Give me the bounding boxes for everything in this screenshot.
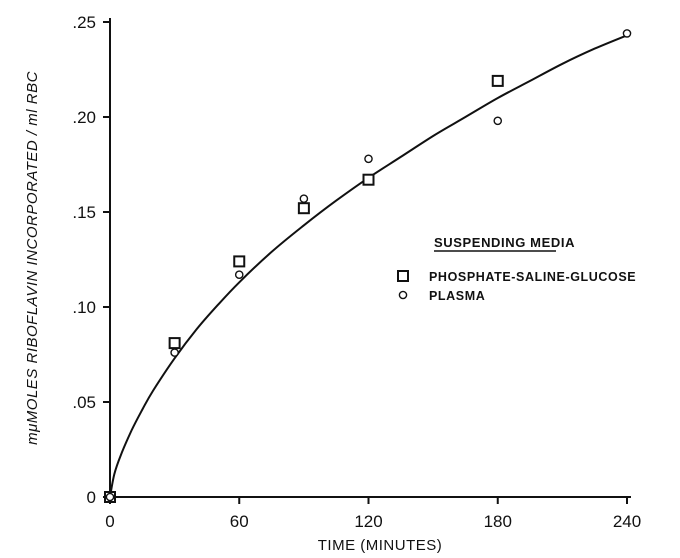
data-points: [104, 29, 632, 503]
x-tick-label: 120: [354, 512, 382, 531]
tick-marks: [103, 21, 628, 504]
x-tick-label: 180: [484, 512, 512, 531]
data-point-circle: [493, 116, 503, 126]
fit-curve: [109, 34, 628, 498]
y-tick-label: .15: [72, 203, 96, 222]
data-point-circle: [299, 194, 309, 203]
legend-label-phosphate: PHOSPHATE-SALINE-GLUCOSE: [429, 270, 636, 284]
legend: SUSPENDING MEDIA PHOSPHATE-SALINE-GLUCOS…: [397, 235, 636, 303]
fit-curve-group: [109, 34, 628, 498]
y-tick-label: 0: [87, 488, 96, 507]
legend-title: SUSPENDING MEDIA: [434, 235, 575, 250]
data-point-square: [362, 173, 375, 186]
legend-circle-marker: [398, 290, 408, 300]
y-tick-label: .20: [72, 108, 96, 127]
y-tick-label: .25: [72, 13, 96, 32]
data-point-square: [233, 255, 246, 268]
data-point-circle: [234, 270, 244, 280]
x-axis-label: TIME (MINUTES): [318, 537, 443, 554]
data-point-circle: [105, 492, 115, 502]
data-point-circle: [364, 154, 373, 164]
y-axis-label: mμMOLES RIBOFLAVIN INCORPORATED / ml RBC: [24, 71, 41, 445]
x-tick-label: 0: [105, 512, 114, 531]
y-tick-labels: 0 .05 .10 .15 .20 .25: [72, 13, 96, 507]
data-point-circle: [622, 29, 632, 38]
x-tick-label: 240: [613, 512, 641, 531]
data-point-square: [297, 202, 310, 215]
data-point-circle: [170, 348, 179, 357]
axes: [109, 18, 631, 498]
y-tick-label: .05: [72, 393, 96, 412]
data-point-square: [491, 74, 504, 87]
data-point-square: [168, 337, 181, 350]
y-tick-label: .10: [72, 298, 96, 317]
legend-label-plasma: PLASMA: [429, 289, 485, 303]
legend-square-marker: [397, 270, 409, 282]
x-tick-label: 60: [230, 512, 249, 531]
x-tick-labels: 0 60 120 180 240: [105, 512, 641, 531]
